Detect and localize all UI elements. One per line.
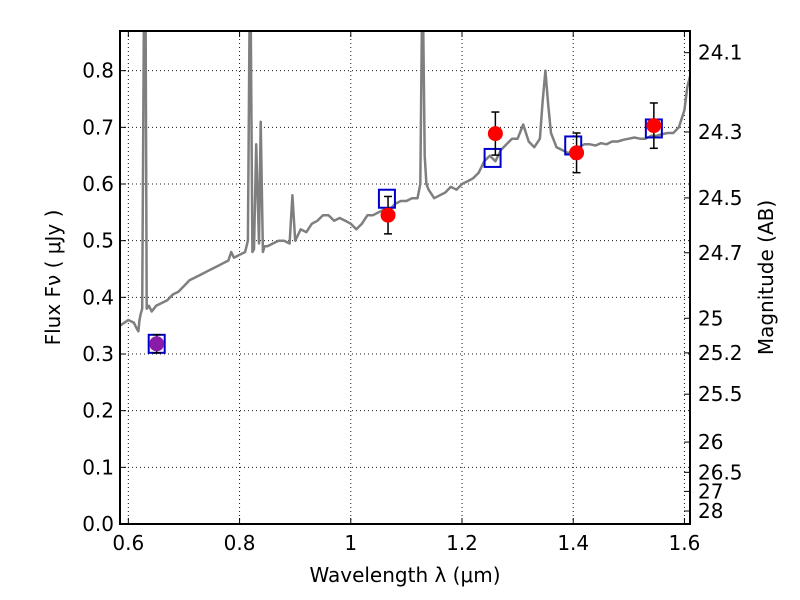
right-tick-label: 26.5 [698,460,743,484]
right-tick-label: 25.5 [698,382,743,406]
right-tick-label: 24.5 [698,186,743,210]
plot-area [120,31,690,354]
right-tick-label: 27 [698,479,723,503]
x-axis-label: Wavelength λ (μm) [309,563,500,587]
x-tick-label: 1 [344,531,357,555]
model-photometry-square [483,147,502,168]
x-tick-label: 0.8 [224,531,256,555]
y-tick-label: 0.3 [82,342,114,366]
y-tick-label: 0.8 [82,59,114,83]
y-tick-label: 0.2 [82,399,114,423]
y-tick-label: 0.5 [82,229,114,253]
observed-photometry-point [149,336,165,352]
x-tick-label: 1.2 [446,531,478,555]
right-tick-label: 24.1 [698,41,743,65]
observed-photometry-point [569,145,585,161]
y-tick-label: 0.1 [82,455,114,479]
y-tick-label: 0.7 [82,115,114,139]
axis-ticks: 0.6 0.8 1 1.2 1.4 1.6 0.0 0.1 0.2 0.3 0.4 0.5 0.6 0.7… [82,31,743,555]
right-tick-label: 26 [698,430,723,454]
x-tick-label: 1.4 [557,531,589,555]
axes-frame [119,30,691,525]
right-tick-label: 25.2 [698,341,743,365]
right-axis-label: Magnitude (AB) [754,200,778,355]
observed-photometry-point [487,126,503,142]
y-tick-label: 0.4 [82,285,114,309]
right-tick-label: 28 [698,499,723,523]
y-tick-label: 0.6 [82,172,114,196]
model-photometry-square [377,188,396,209]
right-tick-label: 25 [698,306,723,330]
right-tick-label: 24.7 [698,241,743,265]
y-tick-label: 0.0 [82,512,114,536]
right-tick-label: 24.3 [698,120,743,144]
spectrum-line [120,31,690,333]
observed-photometry-point [380,207,396,223]
y-axis-label: Flux Fν ( μJy ) [41,210,65,346]
grid-lines [120,31,690,525]
x-tick-label: 1.6 [669,531,701,555]
x-tick-label: 0.6 [112,531,144,555]
observed-photometry-point [646,118,662,134]
